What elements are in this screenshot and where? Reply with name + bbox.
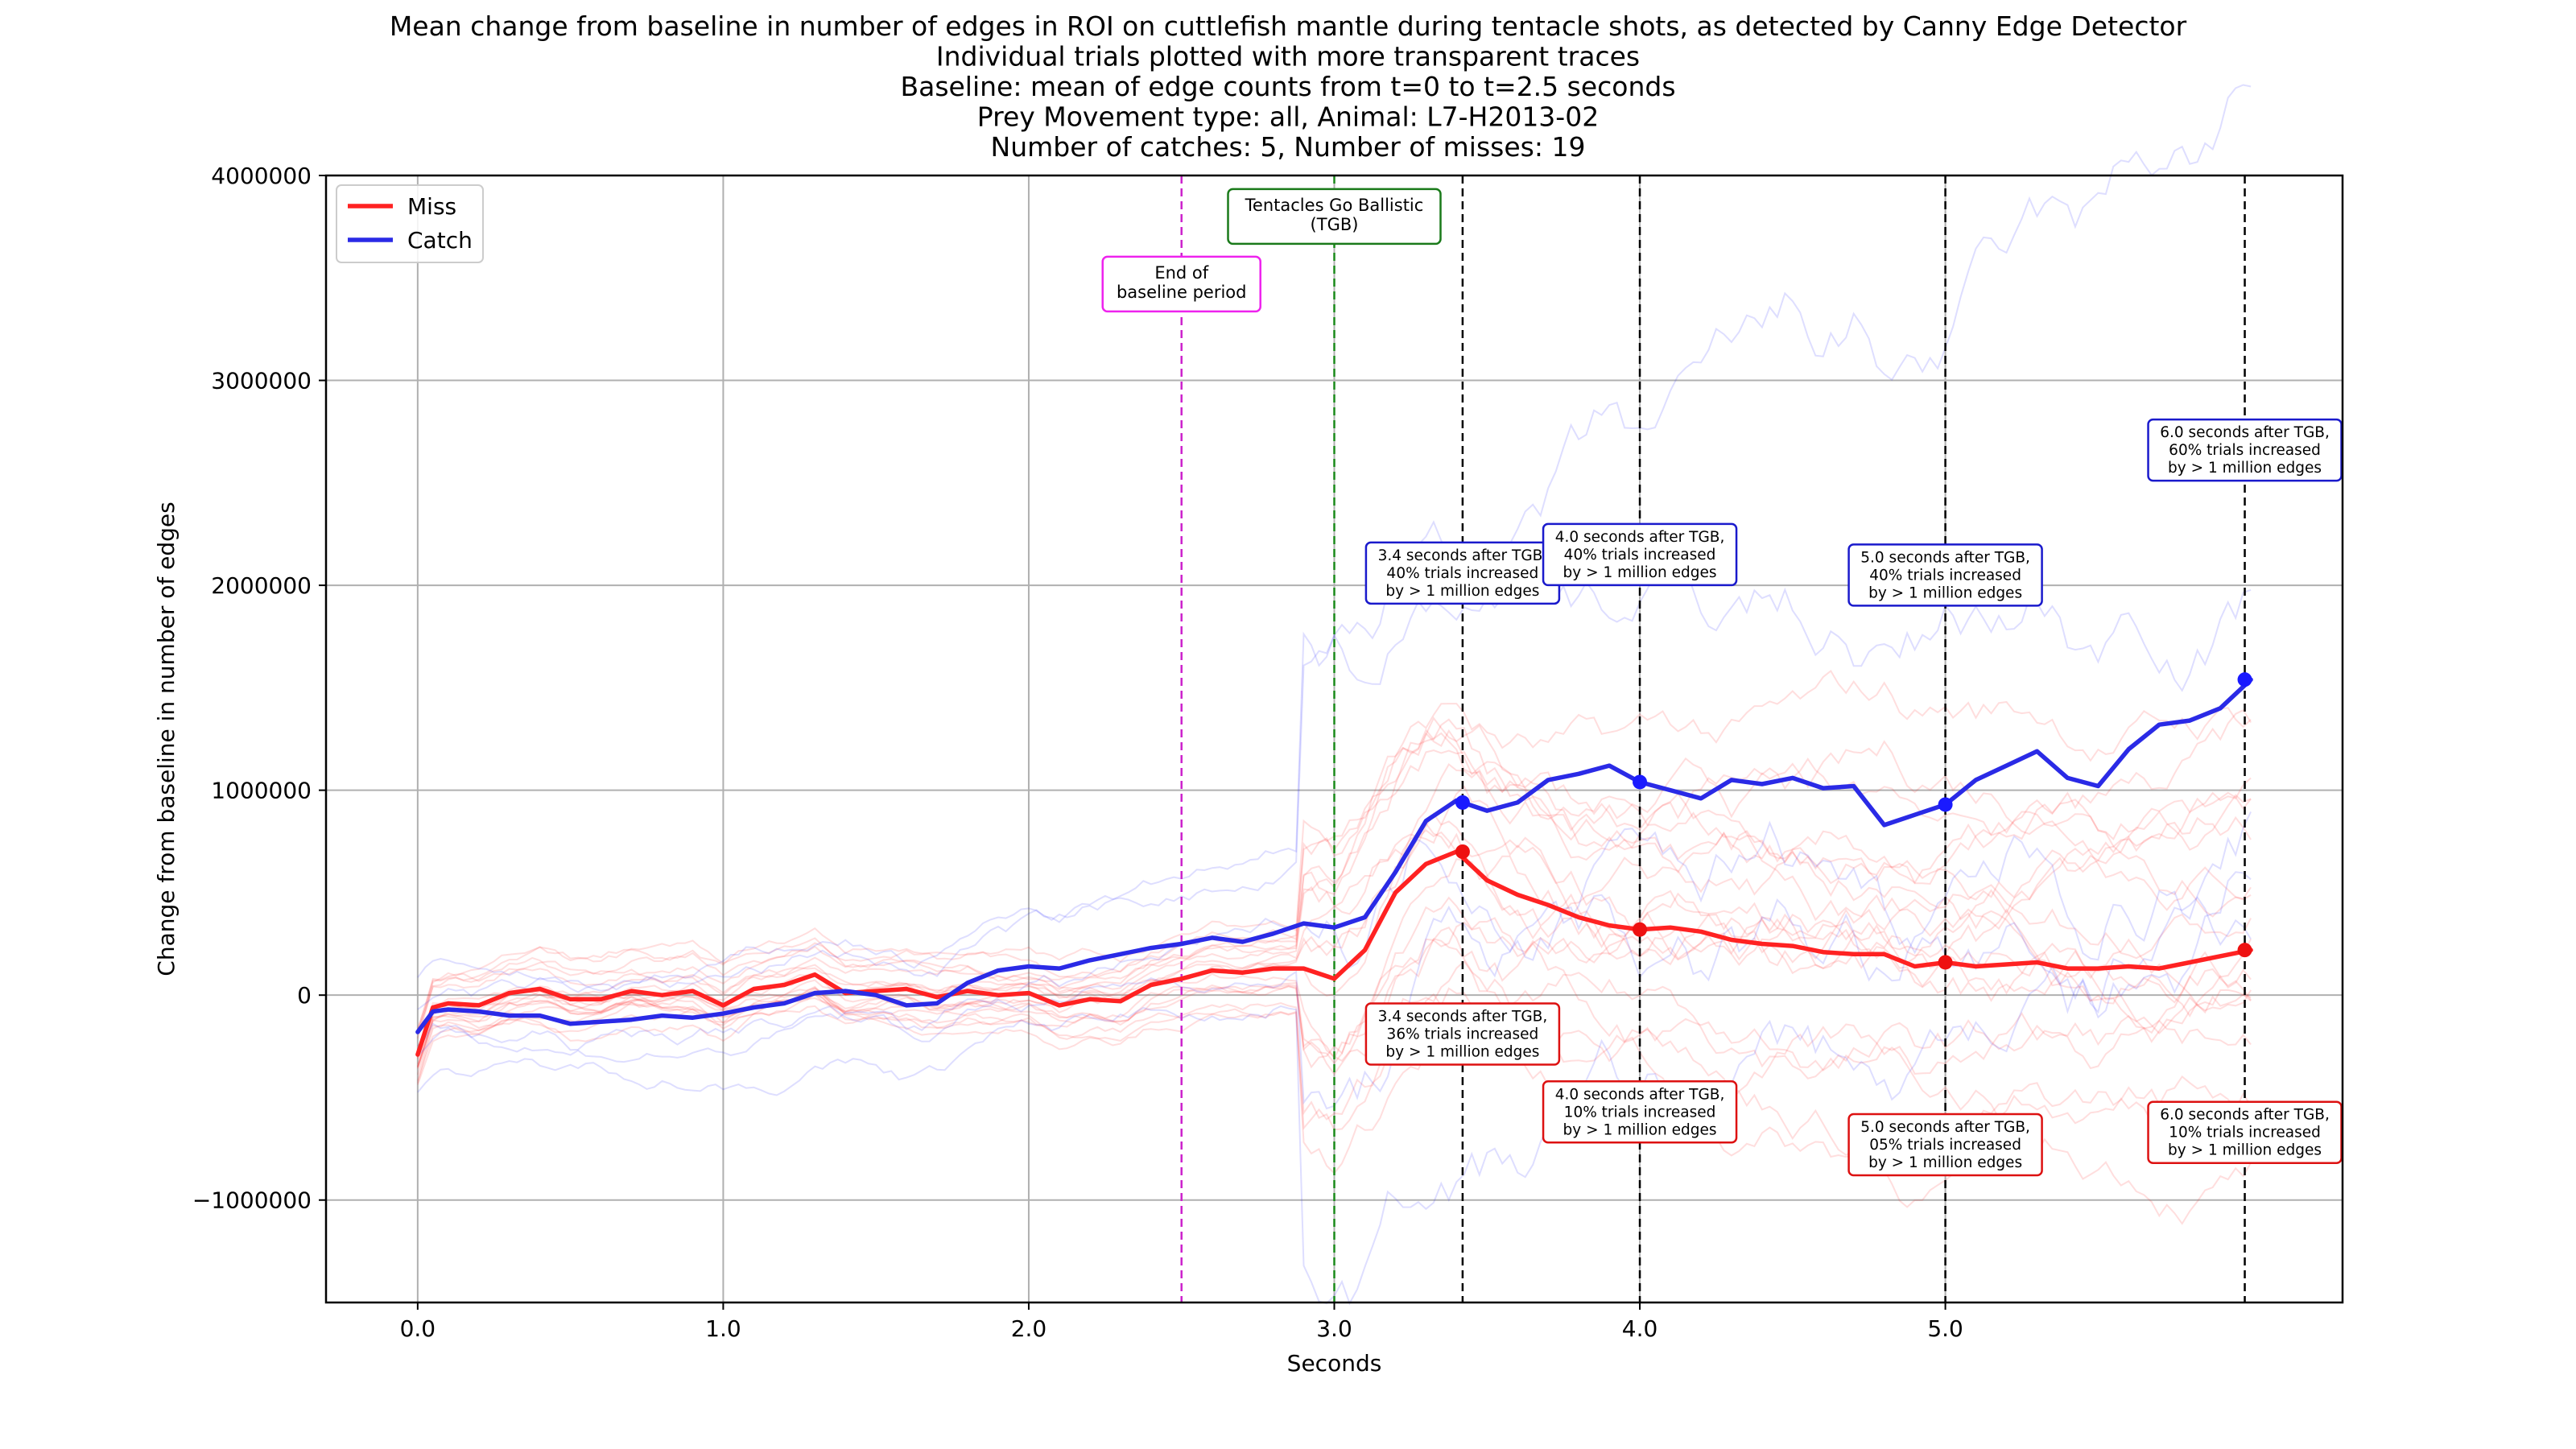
x-tick-label: 3.0 [1316,1315,1352,1342]
markers [1455,672,2252,970]
annotation-text: by > 1 million edges [1563,1121,1717,1138]
annotation-text: 3.4 seconds after TGB, [1378,547,1548,564]
x-tick-label: 0.0 [400,1315,436,1342]
timepoint-marker [2237,943,2252,958]
trial-trace [416,811,2252,1081]
annotation-text: by > 1 million edges [1385,583,1539,600]
chart-title: Mean change from baseline in number of e… [390,10,2187,163]
trial-trace [416,762,2252,1059]
event-label-box [1227,188,1442,246]
annotations: 3.4 seconds after TGB,40% trials increas… [1364,418,2343,1177]
annotation-text: 10% trials increased [2169,1125,2321,1141]
timepoint-marker [2237,672,2252,687]
x-tick-label: 1.0 [705,1315,741,1342]
timepoint-marker [1455,795,1470,810]
annotation-text: 4.0 seconds after TGB, [1555,1086,1725,1103]
event-label-text: baseline period [1117,283,1247,302]
title-line: Prey Movement type: all, Animal: L7-H201… [977,101,1599,133]
annotation-box [1847,543,2043,607]
annotation-text: 36% trials increased [1387,1026,1539,1043]
x-axis-label: Seconds [1287,1350,1382,1377]
annotation-text: by > 1 million edges [1563,564,1717,581]
annotation-text: 10% trials increased [1564,1104,1716,1121]
title-line: Mean change from baseline in number of e… [390,10,2187,42]
annotation-text: 3.4 seconds after TGB, [1378,1009,1548,1026]
y-tick-label: 3000000 [211,368,312,394]
title-line: Number of catches: 5, Number of misses: … [991,131,1586,163]
legend: Miss Catch [336,184,484,263]
timepoint-marker [1633,922,1648,937]
annotation-text: 5.0 seconds after TGB, [1860,1119,2030,1136]
legend-label-catch: Catch [407,227,473,254]
annotation-text: 4.0 seconds after TGB, [1555,529,1725,546]
x-tick-label: 5.0 [1927,1315,1963,1342]
y-tick-label: −1000000 [192,1187,312,1214]
annotation-text: by > 1 million edges [2168,1142,2322,1159]
event-label-box [1101,255,1261,313]
event-label-text: (TGB) [1311,215,1359,234]
annotation-box [1542,1080,1738,1144]
trial-trace [416,716,2252,1069]
y-tick-label: 4000000 [211,163,312,189]
annotation-box [2147,418,2343,482]
timepoint-marker [1455,844,1470,859]
annotation-text: by > 1 million edges [1385,1044,1539,1061]
annotation-text: by > 1 million edges [2168,460,2322,477]
annotation-box [1542,522,1738,587]
title-line: Baseline: mean of edge counts from t=0 t… [900,71,1675,102]
event-label-text: Tentacles Go Ballistic [1245,196,1424,215]
y-tick-label: 1000000 [211,778,312,804]
timepoint-marker [1633,774,1648,790]
title-line: Individual trials plotted with more tran… [936,41,1640,72]
annotation-text: 40% trials increased [1564,547,1716,564]
annotation-text: 60% trials increased [2169,442,2321,459]
x-tick-label: 4.0 [1622,1315,1658,1342]
annotation-text: by > 1 million edges [1868,1154,2022,1171]
event-label-text: End of [1154,263,1208,283]
annotation-text: 40% trials increased [1869,567,2021,584]
annotation-box [1364,1002,1561,1066]
annotation-text: by > 1 million edges [1868,584,2022,601]
x-tick-label: 2.0 [1011,1315,1047,1342]
annotation-text: 6.0 seconds after TGB, [2160,424,2330,441]
y-tick-label: 2000000 [211,572,312,599]
annotation-box [1847,1113,2043,1177]
legend-label-miss: Miss [407,193,456,220]
timepoint-marker [1938,797,1953,812]
trial-trace [416,732,2252,1067]
trial-trace [416,960,2252,1130]
y-axis-label: Change from baseline in number of edges [153,502,180,976]
y-tick-label: 0 [297,982,312,1009]
annotation-text: 6.0 seconds after TGB, [2160,1107,2330,1124]
annotation-text: 5.0 seconds after TGB, [1860,549,2030,566]
annotation-box [2147,1100,2343,1164]
axes: 0.0 1.0 2.0 3.0 4.0 5.0 −1000000 0 1000000 200000… [153,163,1963,1377]
annotation-text: 05% trials increased [1869,1137,2021,1154]
timepoint-marker [1938,955,1953,970]
annotation-text: 40% trials increased [1387,565,1539,582]
